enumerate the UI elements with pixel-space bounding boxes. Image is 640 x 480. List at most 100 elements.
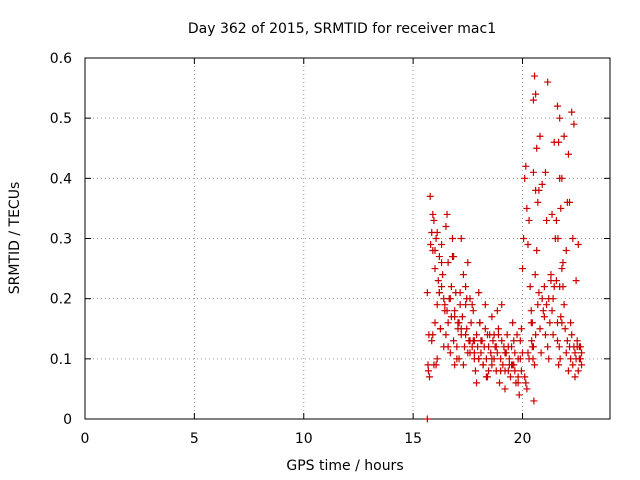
data-point	[453, 355, 461, 363]
data-point	[543, 301, 551, 309]
y-tick-label: 0.6	[50, 51, 72, 67]
data-point	[462, 331, 470, 339]
data-point	[444, 343, 452, 351]
data-point	[530, 397, 538, 405]
data-point	[562, 247, 570, 255]
data-point	[544, 343, 552, 351]
data-point	[555, 361, 563, 369]
data-point	[423, 289, 431, 297]
data-point	[524, 241, 532, 249]
data-point	[423, 415, 431, 423]
data-point	[529, 355, 537, 363]
data-point	[473, 379, 481, 387]
data-point	[444, 259, 452, 267]
data-point	[443, 210, 451, 218]
data-point	[487, 349, 495, 357]
data-point	[501, 367, 509, 375]
data-point	[446, 295, 454, 303]
data-point	[531, 72, 539, 80]
data-point	[537, 349, 545, 357]
data-point	[560, 132, 568, 140]
data-point	[492, 343, 500, 351]
data-point	[488, 361, 496, 369]
chart-title: Day 362 of 2015, SRMTID for receiver mac…	[188, 21, 496, 37]
data-point	[444, 319, 452, 327]
data-point	[556, 114, 564, 122]
data-point	[451, 361, 459, 369]
y-tick-label: 0.1	[50, 352, 72, 368]
data-point	[561, 325, 569, 333]
data-point	[436, 325, 444, 333]
data-point	[451, 313, 459, 321]
data-point	[564, 150, 572, 158]
data-point	[469, 337, 477, 345]
data-point	[506, 373, 514, 381]
data-point	[451, 307, 459, 315]
x-tick-label: 15	[404, 431, 422, 447]
data-point	[563, 337, 571, 345]
data-point	[552, 277, 560, 285]
data-point	[502, 349, 510, 357]
data-point	[462, 301, 470, 309]
data-point	[469, 307, 477, 315]
data-point	[470, 349, 478, 357]
data-point	[429, 210, 437, 218]
data-point	[464, 259, 472, 267]
data-point	[558, 319, 566, 327]
data-point	[538, 295, 546, 303]
y-tick-label: 0	[63, 412, 72, 428]
data-point	[516, 337, 524, 345]
data-point	[449, 235, 456, 242]
data-point	[536, 325, 544, 333]
x-tick-label: 20	[514, 431, 532, 447]
data-point	[529, 343, 537, 351]
data-point	[558, 265, 566, 273]
data-point	[560, 301, 568, 309]
data-point	[430, 216, 438, 224]
data-point	[447, 283, 455, 291]
data-point	[533, 247, 541, 255]
data-point	[526, 283, 534, 291]
data-point	[432, 235, 440, 242]
data-point	[429, 331, 437, 339]
data-point	[433, 355, 441, 363]
data-point	[572, 277, 580, 285]
y-tick-label: 0.2	[50, 292, 72, 308]
data-point	[488, 313, 496, 321]
data-point	[475, 355, 483, 363]
data-point	[501, 385, 509, 393]
data-point	[545, 355, 553, 363]
data-point	[554, 235, 562, 242]
y-tick-label: 0.4	[50, 171, 72, 187]
data-point	[541, 168, 549, 176]
data-point	[528, 337, 536, 345]
data-points	[423, 72, 586, 423]
data-point	[455, 319, 463, 327]
data-point	[556, 283, 564, 291]
data-point	[568, 108, 576, 116]
data-point	[496, 379, 504, 387]
data-point	[531, 271, 539, 279]
data-point	[494, 325, 502, 333]
data-point	[523, 204, 531, 212]
data-point	[527, 307, 535, 315]
data-point	[479, 361, 487, 369]
data-point	[548, 307, 556, 315]
data-point	[523, 385, 531, 393]
data-point	[571, 349, 579, 357]
data-point	[541, 331, 549, 339]
data-point	[424, 361, 432, 369]
data-point	[524, 349, 532, 357]
data-point	[557, 204, 565, 212]
data-point	[570, 120, 578, 128]
data-point	[498, 337, 506, 345]
x-tick-label: 5	[190, 431, 199, 447]
x-axis-label: GPS time / hours	[286, 458, 403, 474]
data-point	[433, 228, 441, 236]
data-point	[546, 319, 554, 327]
data-point	[499, 361, 507, 369]
data-point	[442, 331, 450, 339]
data-point	[467, 319, 475, 327]
data-point	[540, 283, 548, 291]
